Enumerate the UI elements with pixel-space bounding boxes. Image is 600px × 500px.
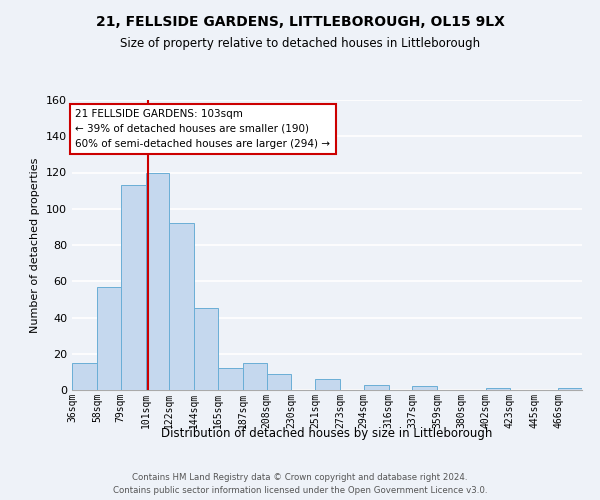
Bar: [72, 363, 97, 390]
Bar: [218, 368, 243, 390]
Text: Contains HM Land Registry data © Crown copyright and database right 2024.
Contai: Contains HM Land Registry data © Crown c…: [113, 473, 487, 495]
Bar: [266, 374, 292, 390]
Text: Size of property relative to detached houses in Littleborough: Size of property relative to detached ho…: [120, 38, 480, 51]
Bar: [146, 172, 169, 390]
Bar: [97, 286, 121, 390]
Bar: [558, 388, 582, 390]
Bar: [243, 363, 266, 390]
Bar: [486, 388, 509, 390]
Bar: [364, 384, 389, 390]
Text: 21 FELLSIDE GARDENS: 103sqm
← 39% of detached houses are smaller (190)
60% of se: 21 FELLSIDE GARDENS: 103sqm ← 39% of det…: [76, 109, 331, 148]
Text: Distribution of detached houses by size in Littleborough: Distribution of detached houses by size …: [161, 428, 493, 440]
Bar: [412, 386, 437, 390]
Bar: [121, 185, 146, 390]
Y-axis label: Number of detached properties: Number of detached properties: [31, 158, 40, 332]
Bar: [315, 379, 340, 390]
Bar: [169, 223, 194, 390]
Bar: [194, 308, 218, 390]
Text: 21, FELLSIDE GARDENS, LITTLEBOROUGH, OL15 9LX: 21, FELLSIDE GARDENS, LITTLEBOROUGH, OL1…: [95, 15, 505, 29]
